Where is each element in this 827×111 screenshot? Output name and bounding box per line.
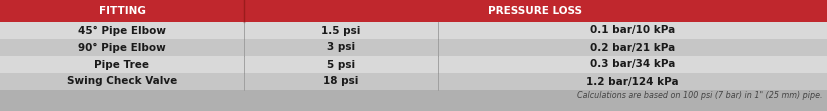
Bar — [0, 22, 827, 39]
Text: FITTING: FITTING — [98, 6, 146, 16]
Text: Pipe Tree: Pipe Tree — [94, 59, 150, 69]
Text: 45° Pipe Elbow: 45° Pipe Elbow — [78, 25, 166, 36]
Bar — [0, 56, 827, 73]
Text: 90° Pipe Elbow: 90° Pipe Elbow — [78, 43, 166, 53]
Text: Swing Check Valve: Swing Check Valve — [67, 76, 177, 86]
Text: 5 psi: 5 psi — [327, 59, 356, 69]
Bar — [0, 39, 827, 56]
Text: 1.5 psi: 1.5 psi — [322, 26, 361, 36]
Bar — [0, 0, 827, 22]
Text: PRESSURE LOSS: PRESSURE LOSS — [489, 6, 582, 16]
Bar — [0, 73, 827, 90]
Text: 3 psi: 3 psi — [327, 43, 356, 53]
Text: 0.3 bar/34 kPa: 0.3 bar/34 kPa — [590, 59, 676, 69]
Text: 1.2 bar/124 kPa: 1.2 bar/124 kPa — [586, 76, 679, 86]
Text: 0.2 bar/21 kPa: 0.2 bar/21 kPa — [590, 43, 676, 53]
Text: Calculations are based on 100 psi (7 bar) in 1" (25 mm) pipe.: Calculations are based on 100 psi (7 bar… — [577, 91, 823, 100]
Text: 0.1 bar/10 kPa: 0.1 bar/10 kPa — [590, 26, 676, 36]
Text: 18 psi: 18 psi — [323, 76, 359, 86]
